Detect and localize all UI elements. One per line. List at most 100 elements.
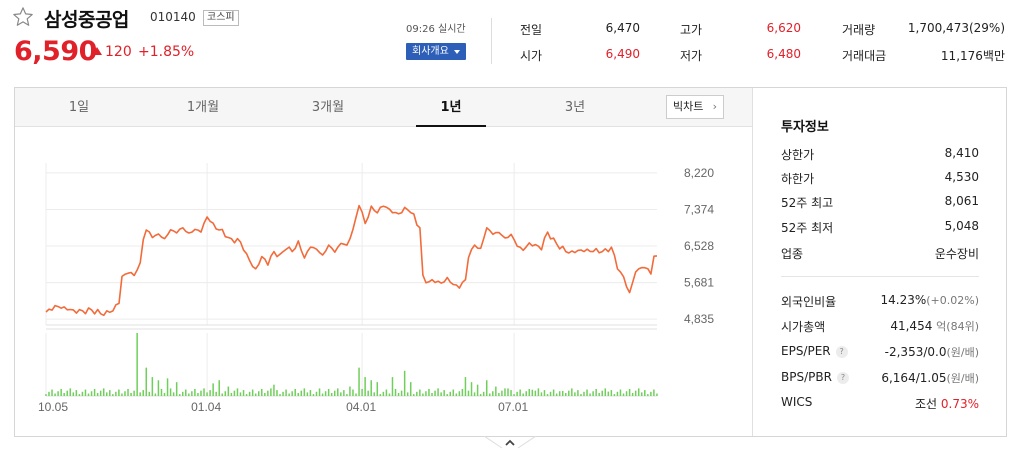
- volume-bar: [279, 394, 281, 396]
- volume-bar: [267, 390, 269, 396]
- help-icon[interactable]: ?: [835, 346, 848, 358]
- amount-label: 거래대금: [842, 49, 887, 63]
- volume-bar: [96, 392, 99, 396]
- volume-bar: [206, 392, 208, 396]
- volume-bar: [549, 391, 552, 396]
- info-row-sector: 업종 운수장비: [781, 245, 979, 261]
- volume-bar: [78, 394, 81, 396]
- header-divider: [491, 18, 492, 64]
- volume-bar: [379, 394, 382, 396]
- info-row-52w-low: 52주 최저 5,048: [781, 219, 979, 235]
- info-row-market-cap: 시가총액 41,454 억(84위): [781, 318, 979, 334]
- tab-1m[interactable]: 1개월: [186, 100, 220, 115]
- current-price: 6,590: [14, 36, 97, 67]
- volume-bar: [172, 392, 175, 396]
- volume-bar: [619, 389, 622, 396]
- volume-bar: [276, 390, 278, 396]
- volume-bar: [613, 394, 616, 396]
- price-chart-svg: 8,220 7,374 6,528 5,681 4,835 10.05 01.04 04.01…: [38, 163, 714, 414]
- volume-bar: [571, 388, 573, 396]
- open-label: 시가: [520, 49, 543, 63]
- volume-bar: [343, 390, 345, 396]
- volume-bar: [282, 391, 284, 396]
- y-tick-label: 5,681: [684, 276, 714, 290]
- price-line: [45, 204, 658, 317]
- volume-bar: [574, 392, 576, 396]
- volume-bar: [197, 392, 199, 396]
- tab-3m[interactable]: 3개월: [311, 100, 345, 115]
- volume-bar: [446, 394, 448, 396]
- volume-bar: [51, 389, 53, 396]
- price-change: 120: [92, 44, 132, 60]
- volume-bar: [233, 390, 236, 396]
- x-tick-label: 01.04: [191, 400, 221, 414]
- volume-bar: [394, 388, 397, 396]
- volume-bar: [610, 390, 613, 396]
- volume-bar: [297, 392, 300, 396]
- open-value: 6,490: [605, 47, 640, 61]
- volume-bar: [416, 391, 418, 396]
- volume-bar: [294, 388, 296, 396]
- info-title: 투자정보: [781, 120, 829, 135]
- info-row-eps-per: EPS/PER? -2,353/0.0(원/배): [781, 344, 979, 360]
- x-tick-label: 10.05: [38, 400, 68, 414]
- volume-bar: [622, 393, 625, 396]
- volume-bar: [69, 388, 72, 396]
- volume-bar: [118, 389, 120, 396]
- volume-bar: [391, 377, 394, 396]
- tab-3y[interactable]: 3년: [564, 100, 586, 115]
- volume-bar: [148, 391, 151, 396]
- volume-bar: [589, 393, 591, 396]
- up-triangle-icon: [92, 47, 102, 55]
- info-separator: [781, 276, 979, 277]
- help-icon[interactable]: ?: [836, 372, 849, 384]
- volume-bar: [507, 388, 509, 396]
- big-chart-button[interactable]: 빅차트 ›: [666, 95, 724, 119]
- tab-1y[interactable]: 1년: [416, 88, 486, 127]
- eps-per-value: -2,353/0.0: [884, 345, 947, 359]
- volume-bar: [382, 391, 385, 396]
- eps-per-unit: (원/배): [946, 346, 979, 359]
- chevron-up-icon[interactable]: [484, 436, 536, 450]
- favorite-star-icon[interactable]: [12, 6, 34, 28]
- volume-bar: [321, 393, 324, 396]
- volume-bar: [102, 388, 105, 396]
- x-tick-label: 07.01: [498, 400, 528, 414]
- volume-bar: [501, 390, 503, 396]
- volume-bar: [84, 389, 87, 396]
- realtime-label: 09:26 실시간: [406, 24, 466, 35]
- volume-bar: [647, 394, 649, 396]
- market-cap-value: 41,454: [890, 319, 933, 333]
- volume-bar: [315, 391, 318, 396]
- tab-1d[interactable]: 1일: [68, 100, 90, 115]
- volume-bar: [510, 390, 512, 396]
- high-value: 6,620: [766, 21, 801, 35]
- volume-bar: [242, 390, 245, 396]
- volume-bar: [66, 390, 68, 396]
- volume-bar: [628, 388, 631, 396]
- volume-bar: [434, 390, 436, 396]
- change-value: 120: [105, 44, 132, 60]
- volume-bar: [565, 392, 567, 396]
- volume-bar: [239, 392, 242, 396]
- volume-bar: [251, 389, 254, 396]
- info-label: BPS/PBR?: [781, 370, 849, 384]
- volume-bar: [482, 391, 485, 396]
- volume-bar: [181, 391, 184, 396]
- volume-bar: [637, 388, 640, 396]
- volume-bar: [87, 393, 90, 396]
- volume-bar: [467, 390, 470, 396]
- stock-header: 삼성중공업 010140 코스피 6,590 120 +1.85% 09:26 …: [0, 0, 1009, 80]
- amount-value: 11,176백만: [940, 49, 1005, 63]
- volume-bar: [288, 393, 290, 396]
- volume-bar: [63, 392, 65, 396]
- volume-bar: [81, 391, 84, 396]
- volume-bar: [327, 388, 330, 396]
- volume-bar: [516, 391, 518, 396]
- company-overview-button[interactable]: 회사개요: [406, 43, 466, 60]
- volume-bar: [142, 390, 144, 396]
- volume-bar: [337, 388, 339, 396]
- big-chart-label: 빅차트: [673, 100, 704, 113]
- info-label: 업종: [781, 247, 804, 261]
- volume-bar: [109, 390, 111, 396]
